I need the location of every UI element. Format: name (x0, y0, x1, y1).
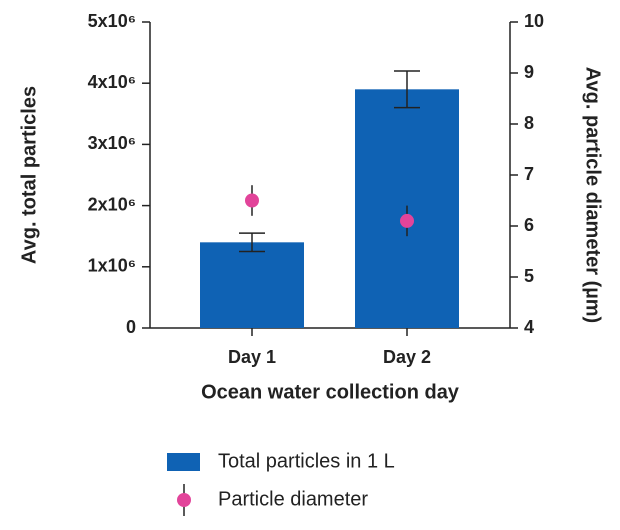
x-tick-label: Day 2 (383, 347, 431, 367)
y2-tick-label: 9 (524, 62, 534, 82)
legend-label: Particle diameter (218, 488, 368, 510)
y2-tick-label: 6 (524, 215, 534, 235)
y2-axis-title: Avg. particle diameter (µm) (582, 67, 604, 323)
y2-tick-label: 8 (524, 113, 534, 133)
x-tick-label: Day 1 (228, 347, 276, 367)
y-tick-label: 1x10⁶ (88, 256, 136, 276)
y-tick-label: 3x10⁶ (88, 133, 136, 153)
y2-tick-label: 7 (524, 164, 534, 184)
y2-tick-label: 10 (524, 11, 544, 31)
y-axis-title: Avg. total particles (18, 86, 40, 264)
y-tick-label: 2x10⁶ (88, 194, 136, 214)
legend-swatch (167, 453, 200, 471)
bar (200, 242, 304, 328)
legend-label: Total particles in 1 L (218, 450, 395, 472)
y2-tick-label: 5 (524, 266, 534, 286)
y2-tick-label: 4 (524, 317, 534, 337)
legend-marker (177, 493, 191, 507)
y-tick-label: 5x10⁶ (88, 11, 136, 31)
y-tick-label: 4x10⁶ (88, 72, 136, 92)
y-tick-label: 0 (126, 317, 136, 337)
x-axis-title: Ocean water collection day (201, 381, 460, 403)
point (400, 213, 414, 228)
point (245, 193, 259, 208)
